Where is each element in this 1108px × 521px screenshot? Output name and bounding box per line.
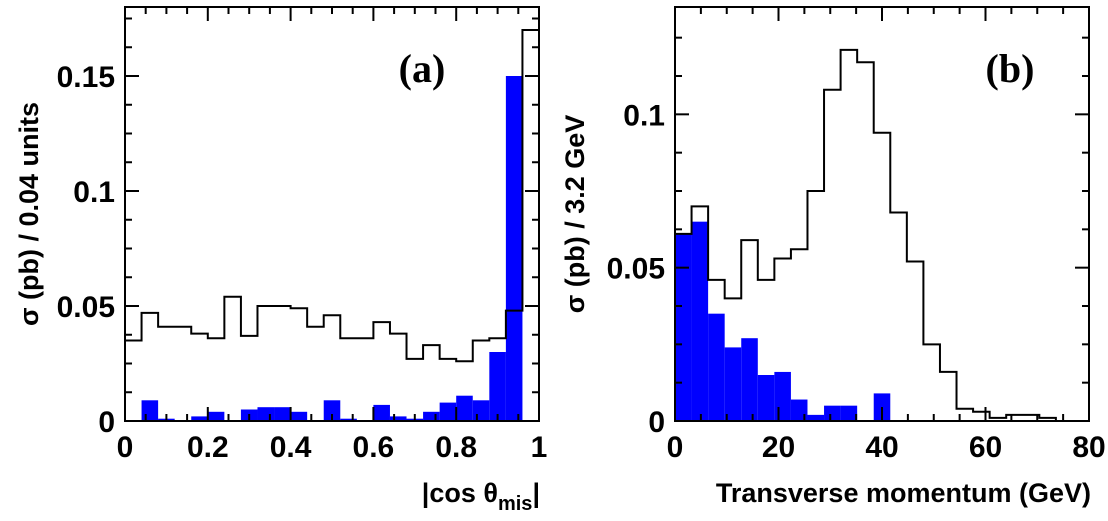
- panel-a-outline-histogram: [125, 29, 539, 363]
- panel-b-x-tick-label: 80: [1072, 431, 1105, 464]
- panel-a-x-tick-label: 0.8: [435, 431, 477, 464]
- panel-b-filled-bar: [708, 313, 725, 421]
- panel-a-y-tick-label: 0.15: [57, 61, 115, 94]
- panel-a-filled-bar: [423, 411, 440, 421]
- panel-b-filled-bar: [741, 338, 758, 421]
- panel-a: 0 0.2 0.4 0.6 0.8 1 0 0.05 0.1 0.15 (a) σ (pb) / …: [14, 6, 548, 515]
- panel-a-y-tick-label: 0.05: [57, 291, 115, 324]
- panel-a-x-tick-label: 0.2: [187, 431, 229, 464]
- panel-b-filled-bar: [824, 405, 841, 421]
- panel-a-filled-bar: [323, 400, 341, 421]
- panel-b-filled-bar: [724, 347, 742, 421]
- panel-b-filled-bar: [757, 375, 775, 421]
- panel-a-x-tick-label: 0.4: [270, 431, 312, 464]
- panel-b-x-tick-label: 40: [865, 431, 898, 464]
- panel-b-label: (b): [986, 46, 1035, 91]
- panel-a-filled-bar: [290, 411, 308, 421]
- panel-a-filled-bar: [472, 400, 490, 421]
- panel-a-x-tick-label: 0: [117, 431, 134, 464]
- panel-a-tick-labels: 0 0.2 0.4 0.6 0.8 1 0 0.05 0.1 0.15: [57, 61, 548, 464]
- panel-a-filled-bar: [489, 352, 506, 421]
- panel-a-filled-bar: [373, 404, 390, 421]
- panel-a-x-tick-label: 1: [531, 431, 548, 464]
- panel-b-y-axis-label: σ (pb) / 3.2 GeV: [560, 115, 590, 314]
- panel-a-y-tick-label: 0: [98, 406, 115, 439]
- panel-b-ticks: [674, 7, 1090, 422]
- panel-a-filled-bar: [141, 400, 159, 421]
- panel-a-ticks: [124, 7, 540, 422]
- panel-b-tick-labels: 0 20 40 60 80 0 0.05 0.1: [607, 99, 1106, 464]
- panel-a-filled-bar: [191, 416, 208, 421]
- panel-b-filled-bar: [840, 405, 858, 421]
- panel-a-x-axis-label-end: |: [532, 478, 540, 508]
- panel-a-filled-bar: [340, 418, 357, 421]
- panel-a-x-axis-label-sub: mis: [498, 493, 532, 515]
- panel-a-filled-bar: [274, 407, 291, 421]
- panel-a-frame: [124, 6, 540, 422]
- panel-b-filled-bar: [675, 233, 692, 421]
- panel-b-histograms: [675, 48, 1089, 422]
- panel-a-filled-bar: [257, 407, 275, 421]
- panel-a-x-axis-label-main: |cos θ: [422, 478, 498, 508]
- panel-a-filled-bar: [389, 416, 407, 421]
- panel-a-filled-bar: [456, 395, 473, 421]
- panel-b-x-axis-label: Transverse momentum (GeV): [716, 478, 1091, 508]
- panel-a-x-tick-label: 0.6: [353, 431, 395, 464]
- panel-a-filled-bar: [439, 402, 457, 421]
- panel-b-filled-bar: [790, 399, 808, 421]
- panel-b-y-tick-label: 0.1: [623, 99, 665, 132]
- panel-a-filled-bar: [505, 76, 523, 421]
- panel-b-filled-bar: [691, 221, 709, 421]
- panel-a-y-axis-label: σ (pb) / 0.04 units: [14, 102, 44, 326]
- panel-a-y-tick-label: 0.1: [73, 176, 115, 209]
- panel-b-x-tick-label: 0: [667, 431, 684, 464]
- panel-b-outline-histogram: [675, 48, 1089, 422]
- panel-b-frame: [674, 6, 1090, 422]
- panel-b-x-tick-label: 60: [969, 431, 1002, 464]
- panel-a-histograms: [125, 29, 539, 421]
- panel-b-y-tick-label: 0.05: [607, 253, 665, 286]
- panel-b-filled-bar: [774, 371, 791, 421]
- panel-a-x-axis-label: |cos θmis|: [422, 478, 540, 515]
- panel-b-x-tick-label: 20: [762, 431, 795, 464]
- panel-b: 0 20 40 60 80 0 0.05 0.1 (b) σ (pb) / 3.2 GeV T…: [560, 6, 1106, 508]
- panel-a-label: (a): [399, 46, 446, 91]
- panel-b-filled-bar: [807, 414, 825, 421]
- panel-a-filled-bar: [207, 411, 225, 421]
- panel-b-y-tick-label: 0: [648, 406, 665, 439]
